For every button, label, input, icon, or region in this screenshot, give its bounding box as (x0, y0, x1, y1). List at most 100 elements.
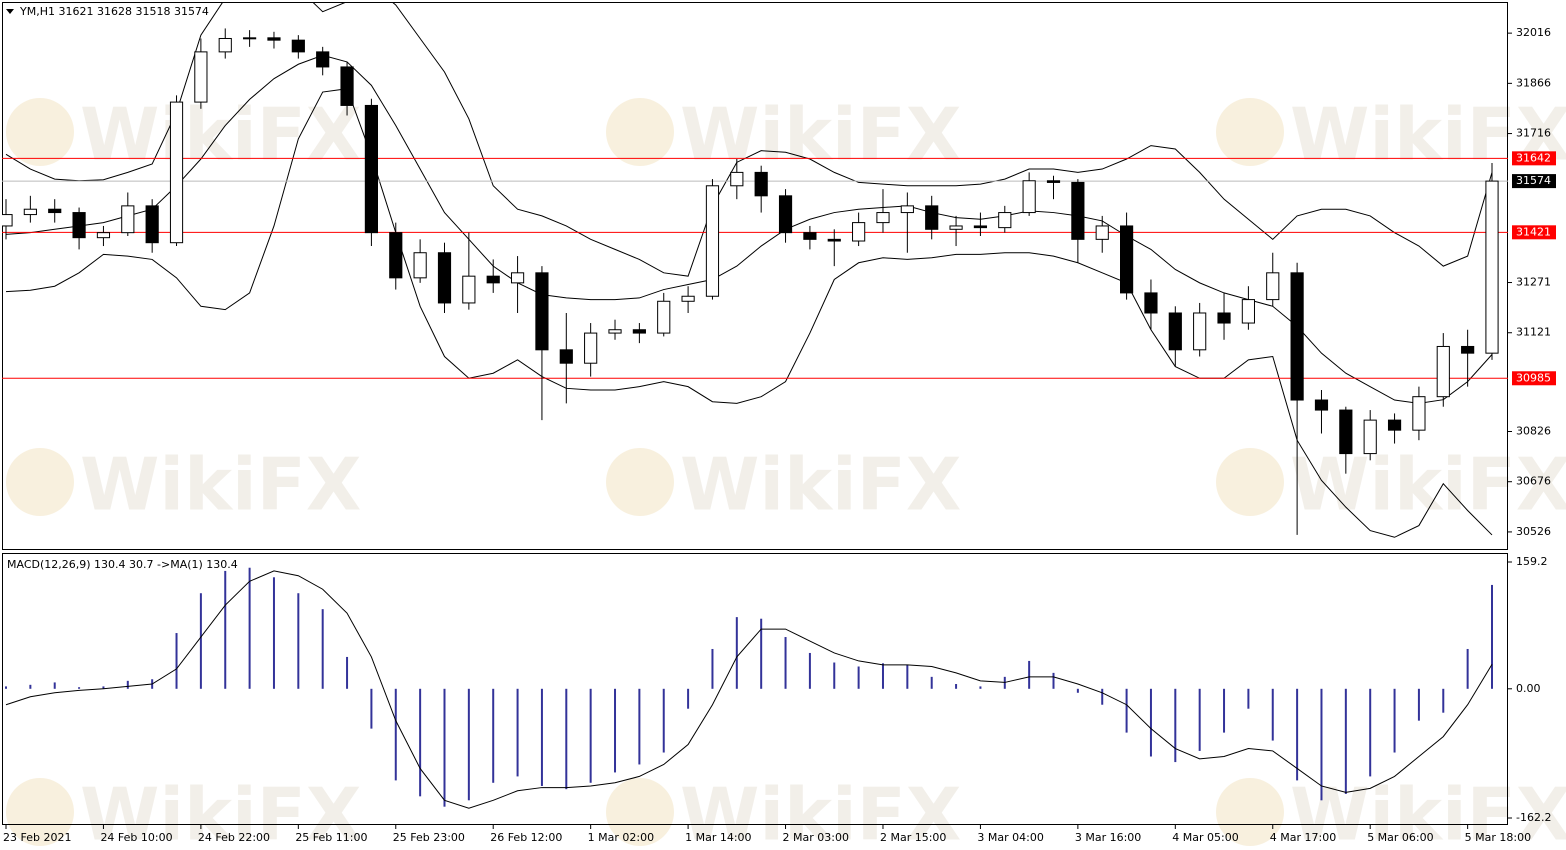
price-label-bg (1512, 174, 1556, 189)
candle-body (778, 195, 793, 234)
candle-body (827, 238, 841, 242)
macd-histogram-bar (614, 688, 617, 773)
macd-histogram-bar (881, 663, 884, 689)
y-tick-label: -162.2 (1516, 811, 1551, 824)
bollinger-upper (5, 2, 1493, 277)
macd-histogram-bar (1101, 688, 1104, 705)
macd-histogram-bar (272, 577, 275, 689)
bollinger-lower (5, 88, 1493, 538)
macd-histogram-bar (711, 648, 714, 689)
macd-histogram-bar (979, 686, 982, 689)
macd-histogram-bar (1491, 584, 1493, 689)
candle-body (1095, 225, 1109, 240)
candle-body (413, 252, 427, 279)
x-tick-label: 24 Feb 22:00 (198, 831, 270, 844)
watermark-layer: WikiFX WikiFX WikiFX WikiFX WikiFX WikiFX Wiki… (6, 93, 1566, 850)
candle-body (145, 205, 159, 244)
watermark-logo (6, 778, 74, 846)
candle-body (1241, 299, 1255, 324)
macd-histogram-bar (1466, 648, 1469, 689)
macd-histogram-bar (808, 652, 811, 689)
macd-histogram-bar (29, 684, 32, 689)
candle-body (1168, 312, 1182, 351)
macd-histogram-bar (126, 680, 129, 689)
price-label-bg (1512, 151, 1556, 166)
axes: 32016 31866 31716 31271 31121 30826 30676 30526… (3, 26, 1556, 844)
candle-body (1412, 396, 1426, 431)
watermark: WikiFX (80, 93, 361, 177)
candle-body (803, 232, 817, 240)
candle-body (316, 51, 330, 68)
macd-histogram-bar (346, 656, 349, 689)
macd-histogram-bar (1198, 688, 1201, 751)
macd-histogram-bar (370, 688, 373, 729)
candle-body (730, 171, 744, 187)
y-tick-label: 30676 (1516, 475, 1551, 488)
candle-body (121, 205, 135, 234)
candle-body (998, 212, 1012, 229)
macd-histogram-bar (1149, 688, 1152, 757)
watermark-logo (1216, 448, 1284, 516)
macd-histogram-bar (199, 593, 202, 689)
candle-body (291, 39, 305, 53)
macd-histogram-bar (1296, 688, 1299, 781)
main-pane (2, 2, 1508, 550)
x-tick-label: 1 Mar 02:00 (588, 831, 654, 844)
chart-title: YM,H1 31621 31628 31518 31574 (19, 5, 209, 18)
macd-histogram-bar (1344, 688, 1347, 794)
macd-histogram-bar (687, 688, 690, 709)
macd-histogram-bar (638, 688, 641, 765)
x-tick-label: 25 Feb 11:00 (295, 831, 367, 844)
candle-body (754, 171, 768, 197)
macd-histogram-bar (102, 686, 105, 689)
y-tick-label: 31271 (1516, 276, 1551, 289)
macd-histogram-bar (1393, 688, 1396, 753)
price-label: 30985 (1516, 371, 1551, 384)
candle-body (364, 104, 378, 234)
price-label: 31421 (1516, 225, 1551, 238)
watermark: WikiFX (680, 773, 961, 850)
candle-body (705, 185, 720, 297)
macd-histogram-bar (735, 617, 738, 689)
candle-body (608, 329, 622, 334)
candle-body (243, 37, 257, 40)
candle-body (1339, 409, 1353, 455)
candle-body (1485, 180, 1499, 354)
watermark-logo (1216, 98, 1284, 166)
macd-histogram-bar (516, 688, 519, 777)
macd-histogram-bar (1028, 660, 1031, 689)
candle-body (486, 275, 500, 284)
y-tick-label: 30826 (1516, 424, 1551, 437)
watermark-logo (1216, 778, 1284, 846)
candle-body (973, 225, 988, 229)
candle-body (1363, 419, 1377, 455)
candle-body (1387, 419, 1402, 431)
macd-histogram-bar (248, 567, 251, 689)
macd-pane (2, 553, 1508, 825)
candle-body (267, 37, 281, 41)
bollinger-middle (5, 54, 1493, 404)
price-label-bg (1512, 371, 1556, 386)
macd-histogram-bar (955, 684, 958, 689)
macd-histogram-bar (492, 688, 495, 783)
macd-histogram-bar (394, 688, 397, 781)
x-tick-label: 26 Feb 12:00 (490, 831, 562, 844)
candle-body (1217, 312, 1231, 324)
macd-histogram-bar (175, 633, 178, 689)
y-tick-label: 30526 (1516, 525, 1551, 538)
candle-body (2, 214, 13, 227)
macd-histogram-bar (1369, 688, 1372, 777)
macd-histogram-bar (224, 570, 227, 689)
macd-histogram-bar (540, 688, 543, 786)
macd-histogram-bar (760, 618, 763, 689)
macd-histogram-bar (1174, 688, 1177, 763)
x-tick-label: 3 Mar 04:00 (977, 831, 1043, 844)
candle-body (900, 205, 914, 214)
macd-histogram-bar (1271, 688, 1274, 741)
candle-body (657, 300, 671, 334)
macd-histogram-bar (833, 662, 836, 689)
x-tick-label: 5 Mar 18:00 (1465, 831, 1531, 844)
watermark: WikiFX (1290, 773, 1566, 850)
